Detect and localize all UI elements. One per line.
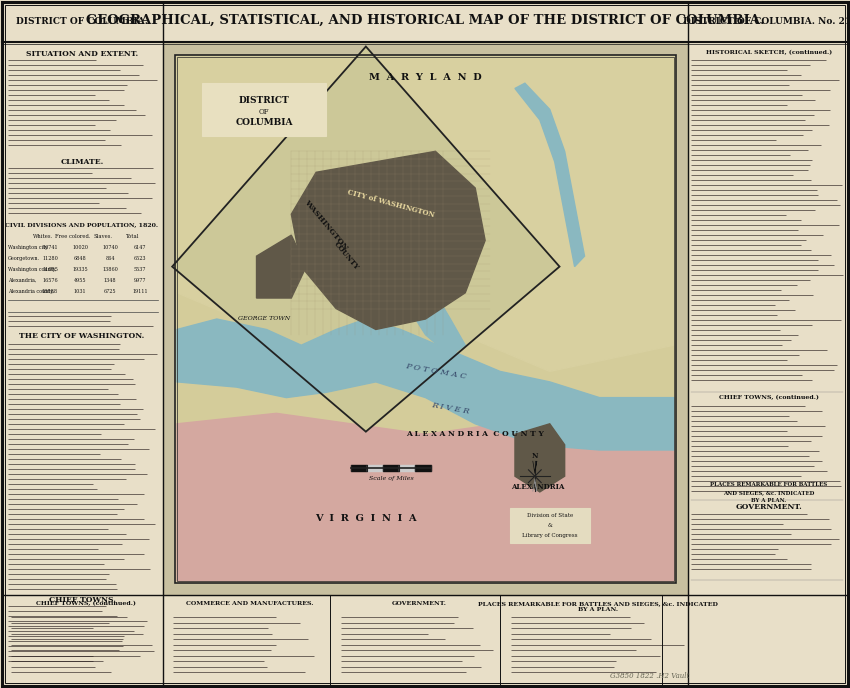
Text: CHIEF TOWNS, (continued.): CHIEF TOWNS, (continued.) [36, 601, 135, 606]
Text: 864: 864 [105, 256, 115, 261]
Bar [351, 465, 367, 471]
Text: 19335: 19335 [72, 267, 88, 272]
Text: 10740: 10740 [102, 245, 118, 250]
Bar [367, 465, 383, 471]
Text: GEORGE TOWN: GEORGE TOWN [238, 316, 290, 321]
Polygon shape [177, 57, 674, 372]
Text: 10020: 10020 [72, 245, 88, 250]
Polygon shape [173, 47, 559, 431]
Text: 16576: 16576 [42, 278, 58, 283]
Text: 19111: 19111 [133, 289, 148, 294]
Text: 6848: 6848 [74, 256, 87, 261]
Text: Whites.: Whites. [33, 234, 53, 239]
Text: 11085: 11085 [42, 267, 58, 272]
Text: Free colored.: Free colored. [55, 234, 91, 239]
Text: N: N [531, 452, 538, 460]
Text: Washington county,: Washington county, [8, 267, 56, 272]
Bar [163, 43, 688, 595]
Text: 6147: 6147 [133, 245, 146, 250]
Text: PLACES REMARKABLE FOR BATTLES AND SIEGES, &c. INDICATED
BY A PLAN.: PLACES REMARKABLE FOR BATTLES AND SIEGES… [478, 601, 718, 612]
Text: PLACES REMARKABLE FOR BATTLES: PLACES REMARKABLE FOR BATTLES [711, 482, 828, 487]
Bar [201, 83, 326, 136]
Text: COMMERCE AND MANUFACTURES.: COMMERCE AND MANUFACTURES. [186, 601, 314, 606]
Text: COUNTY: COUNTY [332, 240, 360, 272]
Polygon shape [292, 151, 485, 330]
Text: CITY of WASHINGTON: CITY of WASHINGTON [346, 189, 435, 219]
Text: 1031: 1031 [74, 289, 87, 294]
Text: Scale of Miles: Scale of Miles [369, 476, 413, 481]
Text: 11280: 11280 [42, 256, 58, 261]
Text: Georgetown.: Georgetown. [8, 256, 40, 261]
Text: 6523: 6523 [133, 256, 146, 261]
Bar [177, 57, 674, 581]
Text: GEOGRAPHICAL, STATISTICAL, AND HISTORICAL MAP OF THE DISTRICT OF COLUMBIA.: GEOGRAPHICAL, STATISTICAL, AND HISTORICA… [86, 14, 764, 27]
Text: Slaves.: Slaves. [94, 234, 112, 239]
Text: &: & [547, 523, 552, 528]
Text: DISTRICT OF COLUMBIA.: DISTRICT OF COLUMBIA. [16, 17, 148, 27]
Text: OF: OF [258, 108, 269, 116]
Text: 6725: 6725 [104, 289, 116, 294]
Polygon shape [177, 319, 674, 450]
Text: Alexandria county,: Alexandria county, [8, 289, 54, 294]
Bar [177, 57, 674, 581]
Text: 5537: 5537 [133, 267, 146, 272]
Text: Alexandria,: Alexandria, [8, 278, 37, 283]
Bar [383, 465, 399, 471]
Text: THE CITY OF WASHINGTON.: THE CITY OF WASHINGTON. [20, 332, 145, 340]
Polygon shape [515, 424, 564, 492]
Text: CHIEF TOWNS.: CHIEF TOWNS. [48, 596, 116, 604]
Text: GOVERNMENT.: GOVERNMENT. [392, 601, 446, 606]
Text: WASHINGTON: WASHINGTON [303, 198, 349, 252]
Text: R I V E R: R I V E R [431, 401, 470, 416]
Text: 16741: 16741 [42, 245, 58, 250]
Text: SITUATION AND EXTENT.: SITUATION AND EXTENT. [26, 50, 138, 58]
Polygon shape [515, 83, 585, 267]
Text: COLUMBIA: COLUMBIA [235, 118, 292, 127]
Text: 13860: 13860 [102, 267, 118, 272]
Text: CHIEF TOWNS, (continued.): CHIEF TOWNS, (continued.) [719, 395, 819, 400]
Text: Library of Congress: Library of Congress [522, 533, 578, 538]
Text: DISTRICT: DISTRICT [239, 96, 289, 105]
Polygon shape [391, 256, 465, 356]
Text: ALEXANDRIA: ALEXANDRIA [511, 483, 564, 491]
Polygon shape [177, 413, 674, 581]
Bar [510, 508, 590, 543]
Text: 18888: 18888 [42, 289, 58, 294]
Text: DISTRICT OF COLUMBIA. No. 21.: DISTRICT OF COLUMBIA. No. 21. [683, 17, 850, 27]
Text: Washington city: Washington city [8, 245, 48, 250]
Text: CIVIL DIVISIONS AND POPULATION, 1820.: CIVIL DIVISIONS AND POPULATION, 1820. [5, 222, 158, 227]
Text: V  I  R  G  I  N  I  A: V I R G I N I A [315, 514, 416, 523]
Text: Total: Total [127, 234, 139, 239]
Text: 1348: 1348 [104, 278, 116, 283]
Text: A L E X A N D R I A  C O U N T Y: A L E X A N D R I A C O U N T Y [406, 430, 544, 438]
Text: GOVERNMENT.: GOVERNMENT. [735, 503, 802, 511]
Text: P O T O M A C: P O T O M A C [405, 362, 467, 380]
Text: Division of State: Division of State [527, 513, 573, 518]
Bar [415, 465, 431, 471]
Text: 9977: 9977 [133, 278, 146, 283]
Text: HISTORICAL SKETCH, (continued.): HISTORICAL SKETCH, (continued.) [706, 50, 832, 55]
Text: CLIMATE.: CLIMATE. [60, 158, 104, 166]
Polygon shape [257, 235, 306, 298]
Text: BY A PLAN.: BY A PLAN. [751, 498, 786, 503]
Bar [175, 55, 676, 583]
Text: AND SIEGES, &c. INDICATED: AND SIEGES, &c. INDICATED [723, 490, 814, 495]
Bar [399, 465, 415, 471]
Text: G3850 1822 .H2 Vault: G3850 1822 .H2 Vault [610, 672, 689, 680]
Text: 4955: 4955 [74, 278, 86, 283]
Text: M  A  R  Y  L  A  N  D: M A R Y L A N D [369, 74, 482, 83]
Bar [175, 55, 676, 583]
